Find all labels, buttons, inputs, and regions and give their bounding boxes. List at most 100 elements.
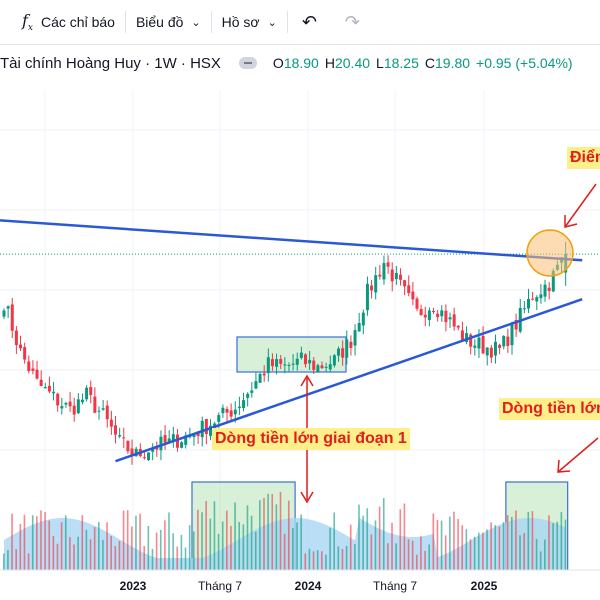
- undo-icon: ↶: [301, 11, 317, 32]
- candle-body: [506, 336, 510, 346]
- volume-bar: [341, 548, 344, 570]
- chart-type-button[interactable]: Biểu đồ ⌄: [126, 0, 211, 44]
- candle-body: [403, 280, 407, 287]
- candle-body: [353, 330, 357, 346]
- indicators-button[interactable]: fx Các chỉ báo: [0, 0, 125, 44]
- volume-bar: [213, 501, 216, 570]
- candle-body: [407, 285, 411, 294]
- function-icon: fx: [22, 10, 33, 34]
- indicators-label: Các chỉ báo: [41, 14, 115, 30]
- candle-body: [68, 401, 72, 407]
- candle-body: [204, 418, 208, 434]
- chevron-down-icon: ⌄: [267, 16, 277, 29]
- volume-bar: [197, 509, 199, 570]
- top-toolbar: fx Các chỉ báo Biểu đồ ⌄ Hồ sơ ⌄ ↶ ↷: [0, 0, 600, 45]
- candle-body: [80, 399, 84, 403]
- volume-bar: [238, 521, 241, 570]
- candle-body: [93, 396, 97, 413]
- candle-body: [246, 393, 250, 398]
- open-key: O: [272, 55, 284, 71]
- volume-bar: [275, 504, 278, 570]
- volume-bar: [523, 533, 525, 570]
- candle-body: [233, 409, 237, 415]
- volume-bar: [31, 515, 34, 570]
- candle-body: [324, 366, 328, 368]
- volume-bar: [77, 536, 79, 570]
- volume-bar: [556, 521, 559, 570]
- volume-bar: [370, 534, 373, 570]
- candle-body: [275, 359, 279, 367]
- volume-bar: [89, 539, 92, 570]
- candle-body: [510, 323, 514, 346]
- close-number: 19.80: [435, 55, 471, 71]
- volume-bar: [482, 532, 484, 570]
- candle-body: [10, 304, 14, 331]
- candle-body: [175, 434, 179, 448]
- candle-body: [200, 420, 204, 438]
- volume-bar: [391, 522, 393, 570]
- volume-bar: [494, 525, 497, 570]
- candle-body: [242, 400, 246, 409]
- candle-body: [130, 448, 134, 455]
- candle-body: [390, 269, 394, 282]
- candle-body: [221, 407, 225, 414]
- current-flow-arrow: [557, 437, 599, 473]
- candle-body: [341, 348, 345, 358]
- volume-bar: [56, 543, 59, 570]
- redo-button[interactable]: ↷: [331, 0, 374, 44]
- candle-body: [109, 419, 113, 427]
- resistance-trendline: [0, 219, 583, 262]
- candle-body: [237, 406, 241, 408]
- candle-body: [151, 448, 155, 452]
- undo-button[interactable]: ↶: [288, 0, 331, 44]
- candle-body: [374, 275, 378, 293]
- volume-bar: [7, 550, 9, 570]
- candle-body: [35, 369, 39, 379]
- candle-body: [43, 387, 47, 389]
- candle-body: [254, 381, 258, 389]
- profile-button[interactable]: Hồ sơ ⌄: [212, 0, 287, 44]
- volume-bar: [316, 550, 319, 570]
- volume-bar: [176, 546, 179, 570]
- candle-body: [357, 323, 361, 332]
- volume-bar: [97, 521, 100, 570]
- volume-bar: [3, 553, 5, 570]
- volume-bar: [250, 515, 253, 570]
- candle-body: [159, 436, 163, 451]
- volume-bar: [209, 518, 212, 570]
- candle-body: [39, 379, 43, 387]
- volume-bar: [539, 551, 542, 570]
- volume-bar: [382, 498, 385, 570]
- candle-body: [452, 314, 456, 327]
- volume-bar: [217, 533, 220, 570]
- candle-body: [502, 335, 506, 347]
- volume-bar: [139, 513, 141, 570]
- volume-bar: [27, 553, 30, 570]
- volume-bar: [93, 527, 96, 570]
- candle-body: [349, 341, 353, 348]
- volume-bar: [436, 520, 439, 570]
- breakout-arrowhead: [564, 215, 578, 228]
- volume-bar: [453, 511, 455, 570]
- volume-bar: [325, 554, 327, 570]
- volume-bar: [168, 512, 170, 570]
- volume-bar: [143, 546, 146, 570]
- toolbar-divider: [286, 11, 288, 33]
- candle-body: [258, 373, 262, 383]
- candle-body: [47, 385, 51, 392]
- hide-legend-toggle[interactable]: [238, 57, 257, 69]
- chart-type-label: Biểu đồ: [135, 14, 184, 30]
- candle-body: [134, 448, 138, 457]
- candle-body: [411, 291, 415, 300]
- volume-bar: [465, 529, 468, 570]
- volume-bar: [263, 497, 265, 570]
- volume-bar: [44, 512, 46, 570]
- volume-bar: [428, 544, 430, 570]
- close-value: C19.80: [425, 55, 470, 71]
- volume-bar: [510, 516, 513, 570]
- candle-body: [398, 274, 402, 280]
- candle-body: [531, 298, 535, 300]
- candle-body: [279, 359, 283, 364]
- volume-bar: [544, 539, 546, 570]
